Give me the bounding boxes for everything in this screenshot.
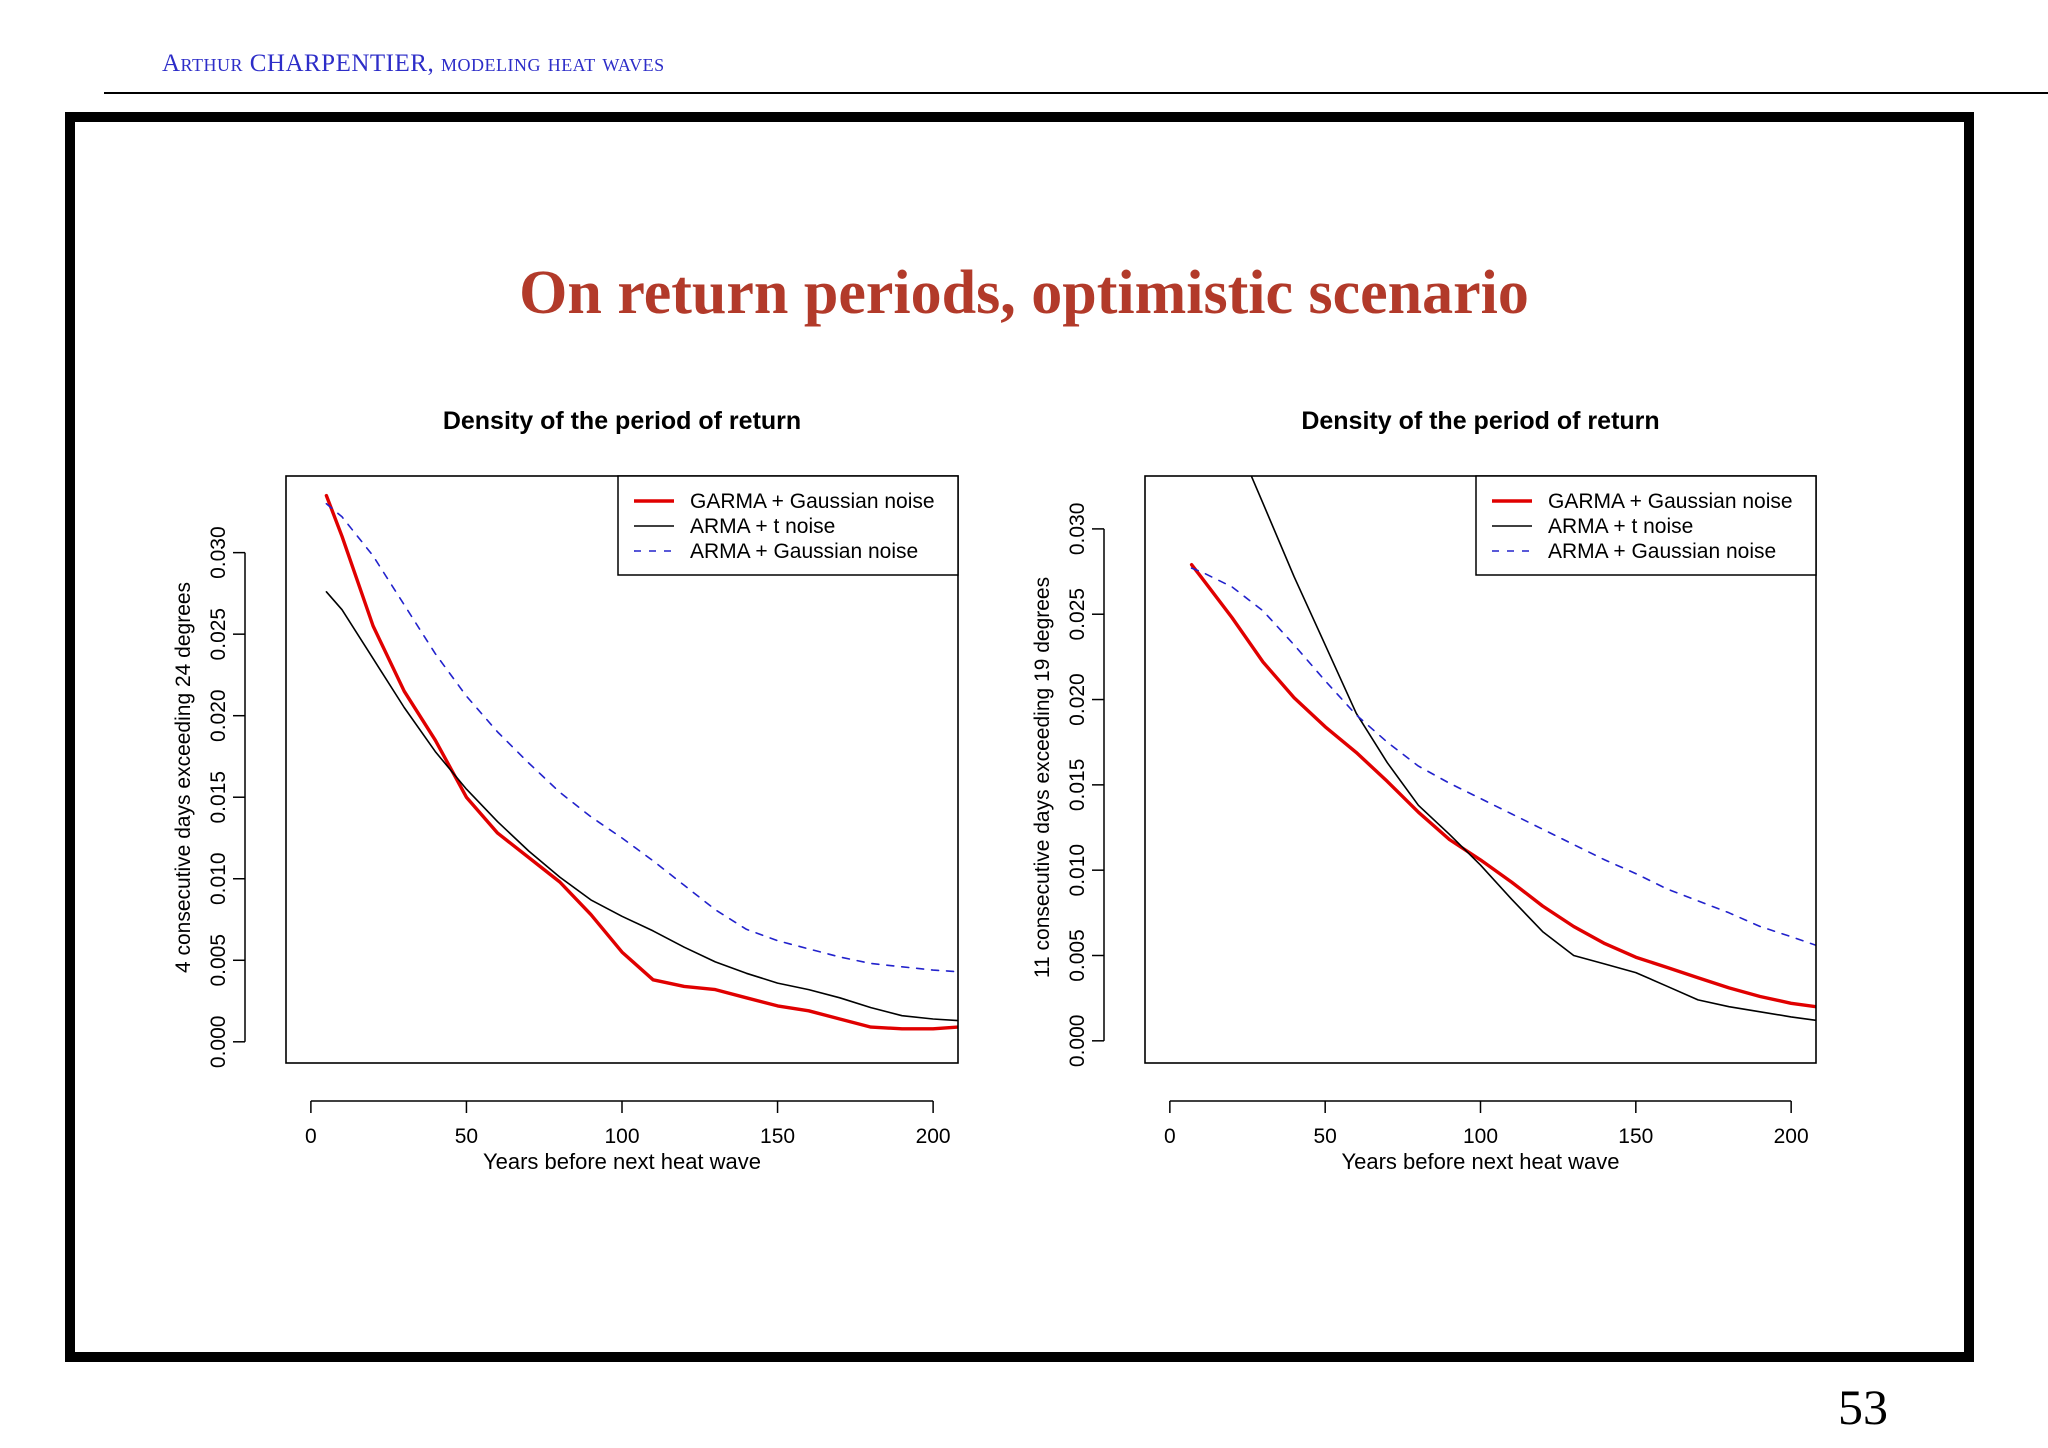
- x-tick-label: 0: [305, 1125, 317, 1148]
- chart-title: Density of the period of return: [1301, 407, 1659, 435]
- slide-frame: [65, 112, 1974, 1362]
- header-rule: [104, 92, 2048, 94]
- chart-title: Density of the period of return: [443, 407, 801, 435]
- page-number: 53: [1838, 1379, 1888, 1435]
- x-tick-label: 0: [1164, 1125, 1176, 1148]
- series-line-arma-gaussian: [1190, 567, 1816, 947]
- y-axis-label: 4 consecutive days exceeding 24 degrees: [172, 582, 195, 973]
- legend-label-garma-gaussian: GARMA + Gaussian noise: [690, 490, 935, 513]
- y-tick-label: 0.010: [1066, 844, 1089, 897]
- y-tick-label: 0.005: [1066, 929, 1089, 982]
- x-tick-label: 150: [1618, 1125, 1653, 1148]
- x-axis-label: Years before next heat wave: [1341, 1149, 1619, 1174]
- x-tick-label: 100: [604, 1125, 639, 1148]
- series-line-arma-t: [1250, 476, 1816, 1022]
- y-tick-label: 0.000: [207, 1016, 230, 1069]
- legend-box: [617, 475, 959, 576]
- y-tick-label: 0.030: [207, 526, 230, 579]
- legend-label-arma-gaussian: ARMA + Gaussian noise: [690, 540, 918, 563]
- legend-label-garma-gaussian: GARMA + Gaussian noise: [1548, 490, 1793, 513]
- y-tick-label: 0.010: [207, 852, 230, 905]
- series-group: [1189, 476, 1816, 1022]
- x-tick-label: 200: [1774, 1125, 1809, 1148]
- y-tick-label: 0.015: [1066, 759, 1089, 812]
- y-axis-label: 11 consecutive days exceeding 19 degrees: [1031, 577, 1054, 978]
- y-tick-label: 0.020: [1066, 673, 1089, 726]
- series-group: [324, 493, 958, 1031]
- y-tick-label: 0.025: [207, 608, 230, 661]
- x-axis-label: Years before next heat wave: [483, 1149, 761, 1174]
- x-tick-label: 150: [760, 1125, 795, 1148]
- legend-label-arma-gaussian: ARMA + Gaussian noise: [1548, 540, 1776, 563]
- x-tick-label: 50: [455, 1125, 478, 1148]
- y-tick-label: 0.020: [207, 689, 230, 742]
- series-line-garma-gaussian: [1189, 563, 1816, 1009]
- y-tick-label: 0.000: [1066, 1015, 1089, 1068]
- legend-label-arma-t: ARMA + t noise: [690, 515, 835, 538]
- slide-title: On return periods, optimistic scenario: [519, 259, 1529, 327]
- y-tick-label: 0.030: [1066, 503, 1089, 556]
- series-line-arma-gaussian: [325, 502, 958, 973]
- series-line-arma-t: [325, 591, 958, 1022]
- legend-label-arma-t: ARMA + t noise: [1548, 515, 1693, 538]
- y-tick-label: 0.015: [207, 771, 230, 824]
- y-tick-label: 0.005: [207, 934, 230, 987]
- series-line-garma-gaussian: [324, 493, 958, 1031]
- x-tick-label: 200: [916, 1125, 951, 1148]
- x-tick-label: 50: [1313, 1125, 1336, 1148]
- header-author: Arthur CHARPENTIER, modeling heat waves: [162, 50, 665, 77]
- x-tick-label: 100: [1463, 1125, 1498, 1148]
- legend-box: [1475, 475, 1817, 576]
- y-tick-label: 0.025: [1066, 588, 1089, 641]
